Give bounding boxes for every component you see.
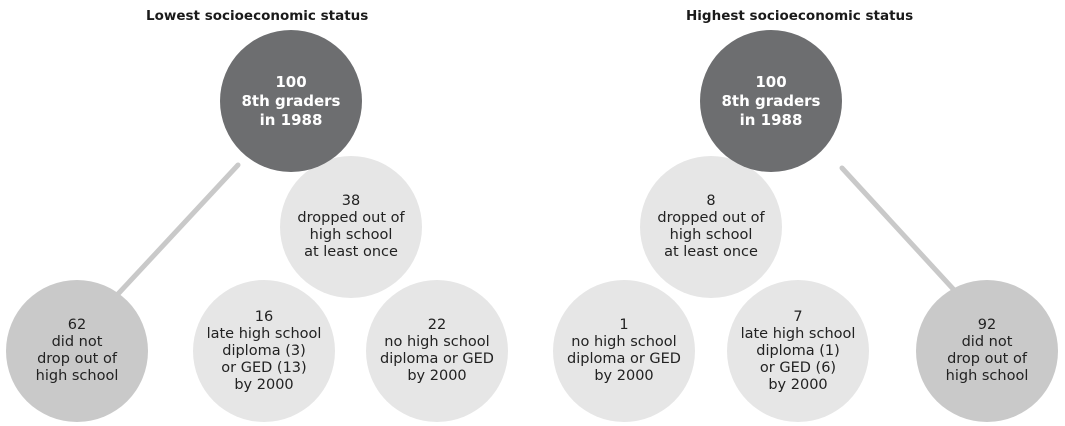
left-root-node: 100 8th graders in 1988 xyxy=(220,30,362,172)
left-no-diploma-node: 22 no high school diploma or GED by 2000 xyxy=(366,280,508,422)
right-root-node: 100 8th graders in 1988 xyxy=(700,30,842,172)
left-late-diploma-node: 16 late high school diploma (3) or GED (13)… xyxy=(193,280,335,422)
left-connector-line xyxy=(115,162,241,297)
left-not-dropped-node: 62 did not drop out of high school xyxy=(6,280,148,422)
right-connector-line xyxy=(839,165,958,294)
right-dropped-node: 8 dropped out of high school at least once xyxy=(640,156,782,298)
right-late-diploma-node: 7 late high school diploma (1) or GED (6) by… xyxy=(727,280,869,422)
right-no-diploma-node: 1 no high school diploma or GED by 2000 xyxy=(553,280,695,422)
left-panel-title: Lowest socioeconomic status xyxy=(146,8,369,24)
right-panel-title: Highest socioeconomic status xyxy=(686,8,914,24)
left-dropped-node: 38 dropped out of high school at least once xyxy=(280,156,422,298)
right-not-dropped-node: 92 did not drop out of high school xyxy=(916,280,1058,422)
